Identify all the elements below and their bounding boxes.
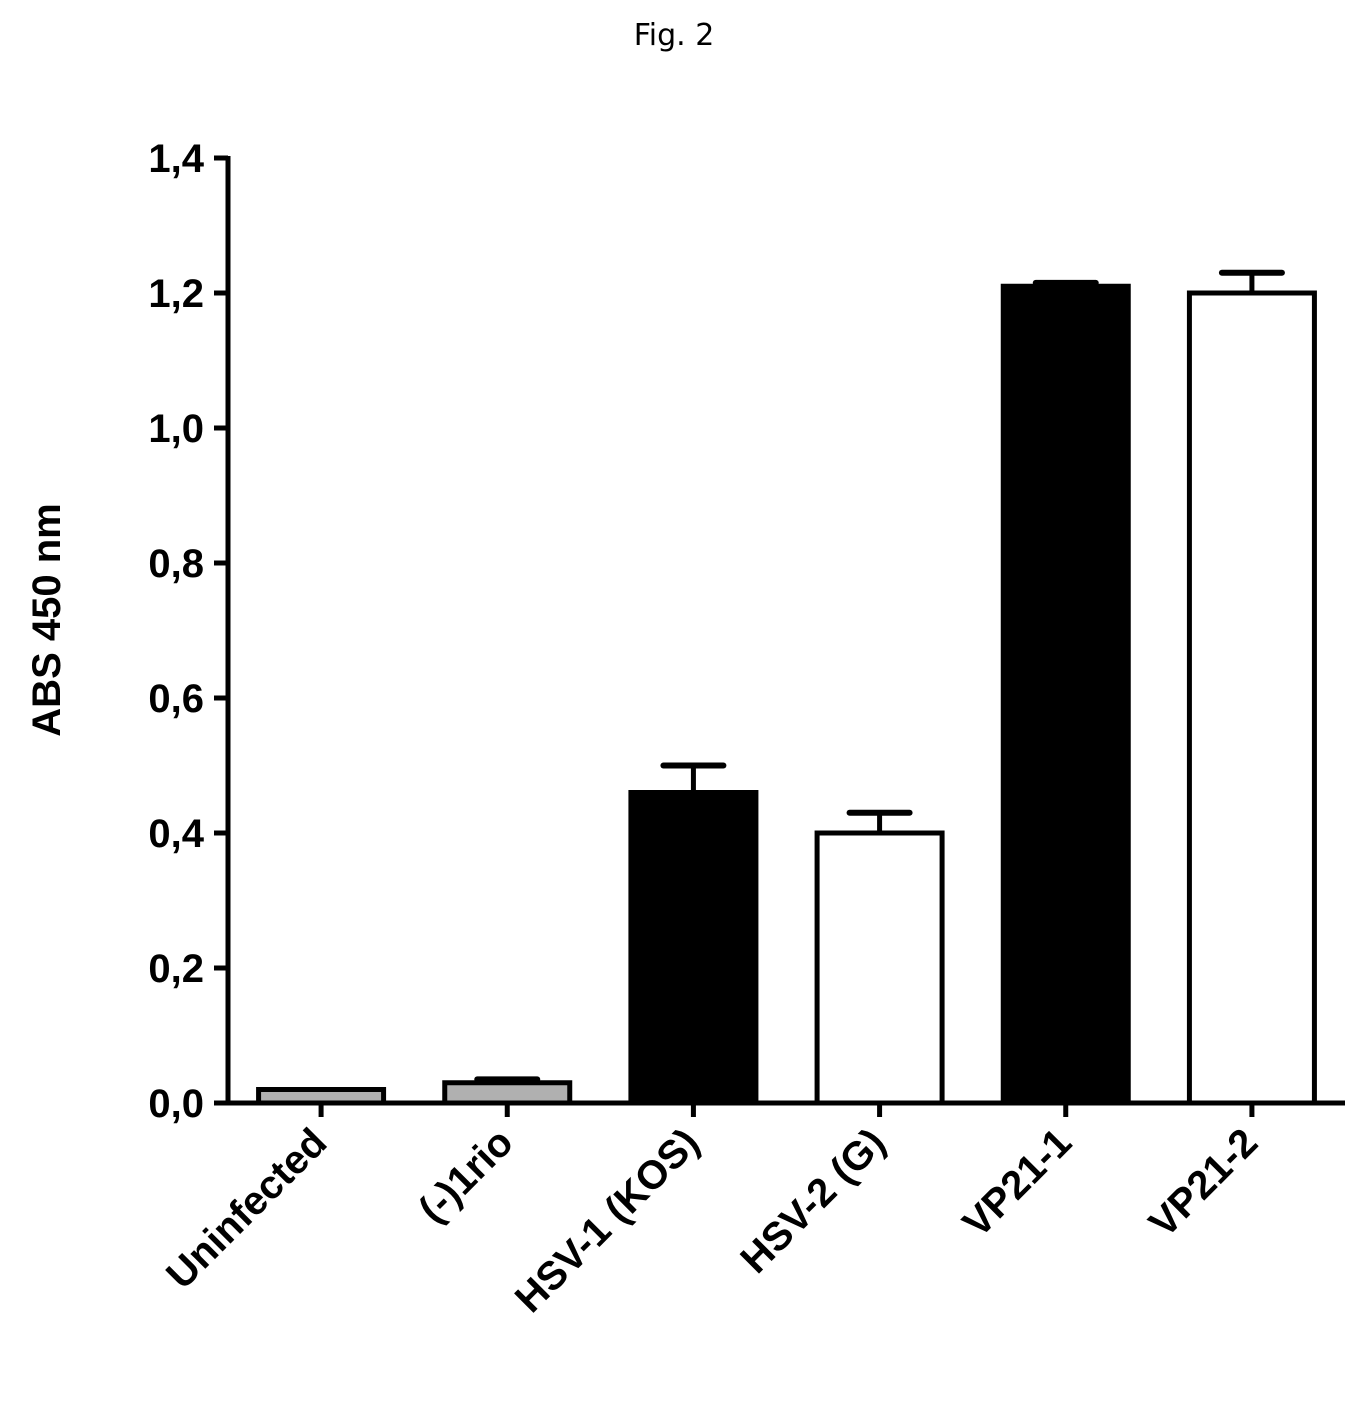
y-tick-label: 1,4 bbox=[148, 137, 204, 181]
bar bbox=[1000, 283, 1131, 1106]
y-tick-label: 0,0 bbox=[148, 1082, 204, 1126]
y-axis-title: ABS 450 nm bbox=[25, 503, 69, 736]
bar bbox=[442, 1080, 573, 1106]
bar bbox=[814, 830, 945, 1106]
y-tick-label: 1,0 bbox=[148, 407, 204, 451]
x-tick-label: (-)1rio bbox=[410, 1120, 521, 1231]
y-tick-label: 1,2 bbox=[148, 272, 204, 316]
y-tick-label: 0,4 bbox=[148, 812, 204, 856]
y-tick-label: 0,6 bbox=[148, 677, 204, 721]
x-tick-label: VP21-2 bbox=[1141, 1120, 1266, 1245]
x-tick-label: HSV-2 (G) bbox=[732, 1120, 894, 1282]
bar bbox=[628, 790, 759, 1106]
figure-title: Fig. 2 bbox=[633, 18, 715, 53]
x-tick-label: VP21-1 bbox=[955, 1120, 1080, 1245]
axes bbox=[214, 155, 1345, 1117]
bar bbox=[256, 1087, 387, 1106]
y-tick-label: 0,2 bbox=[148, 947, 204, 991]
x-tick-label: HSV-1 (KOS) bbox=[507, 1120, 708, 1321]
y-tick-label: 0,8 bbox=[148, 542, 204, 586]
x-tick-label: Uninfected bbox=[158, 1120, 335, 1297]
bar bbox=[1186, 290, 1317, 1106]
bars bbox=[256, 269, 1317, 1106]
